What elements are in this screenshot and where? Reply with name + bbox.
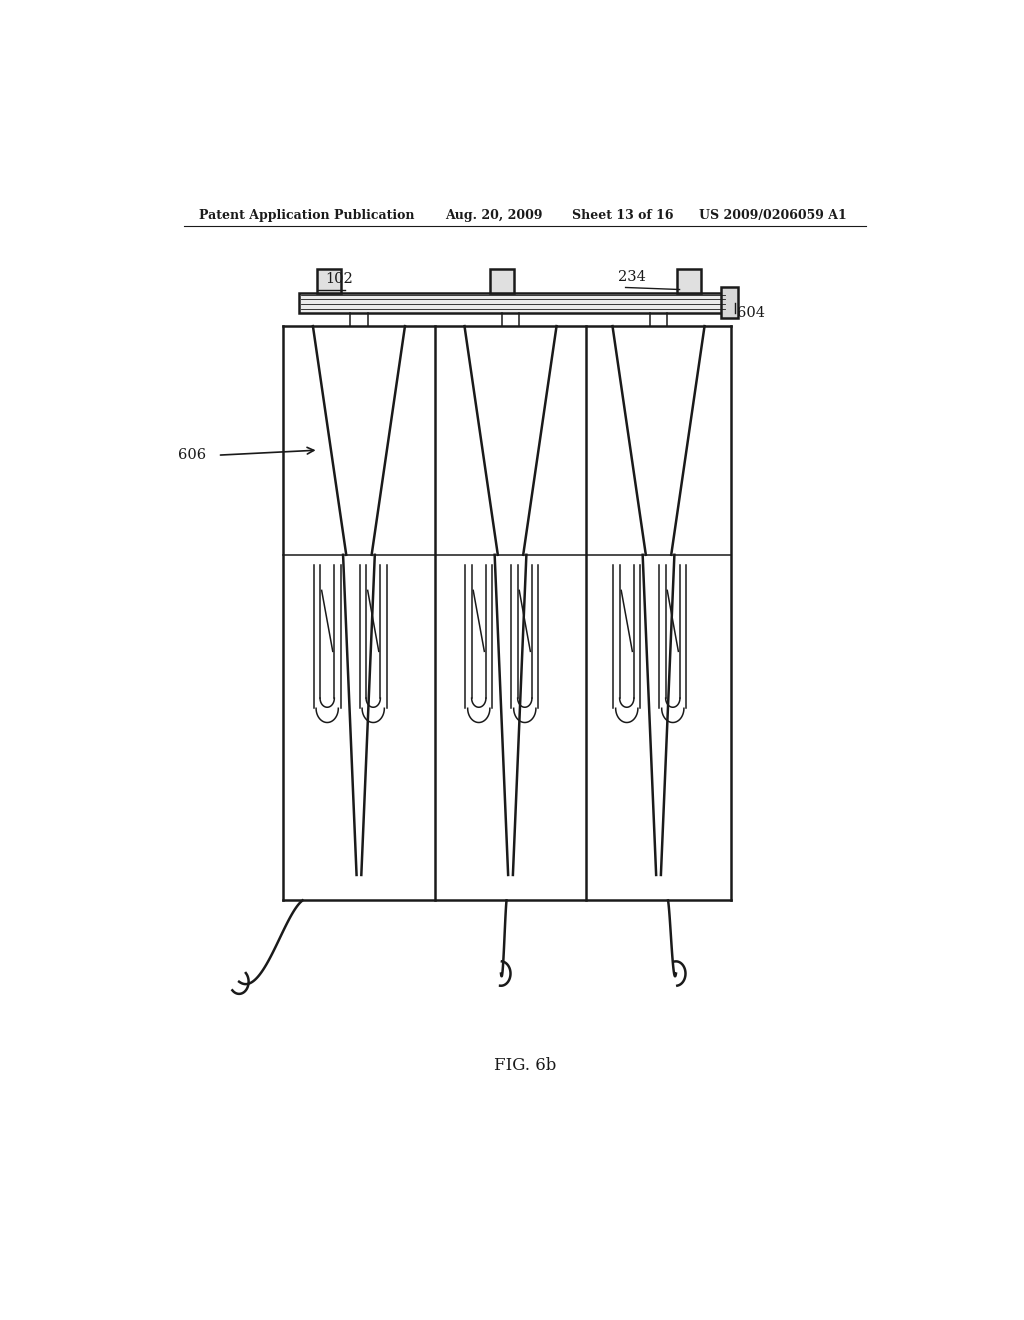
Text: Patent Application Publication: Patent Application Publication <box>200 209 415 222</box>
Bar <box>721 288 738 318</box>
Text: 102: 102 <box>325 272 352 286</box>
Bar <box>677 269 701 293</box>
Text: 604: 604 <box>737 306 766 319</box>
Bar <box>489 269 514 293</box>
Bar <box>316 269 341 293</box>
Text: Aug. 20, 2009: Aug. 20, 2009 <box>445 209 543 222</box>
Text: 606: 606 <box>177 449 206 462</box>
Text: US 2009/0206059 A1: US 2009/0206059 A1 <box>699 209 847 222</box>
Text: FIG. 6b: FIG. 6b <box>494 1056 556 1073</box>
Text: 234: 234 <box>617 271 645 284</box>
Bar <box>299 293 727 313</box>
Text: Sheet 13 of 16: Sheet 13 of 16 <box>572 209 674 222</box>
